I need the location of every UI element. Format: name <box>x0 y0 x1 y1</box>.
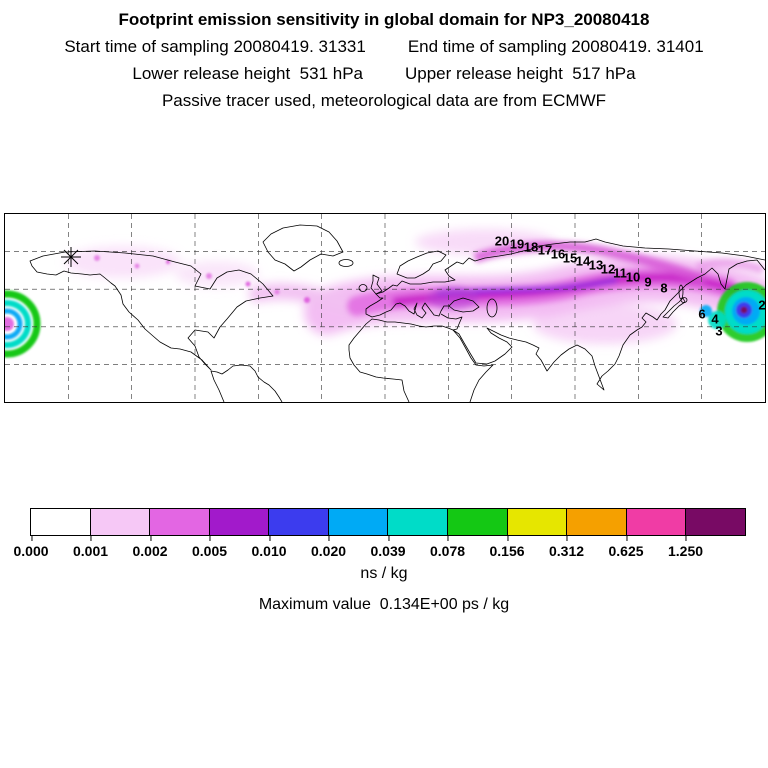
colorbar-tick-label: 0.078 <box>429 535 466 559</box>
max-value-text: Maximum value 0.134E+00 ps / kg <box>258 596 510 613</box>
gridlines <box>5 214 765 402</box>
colorbar-segment <box>448 509 508 535</box>
map-graphic <box>5 214 765 402</box>
colorbar-tick-label: 1.250 <box>667 535 704 559</box>
start-time-text: Start time of sampling 20080419. 31331 <box>64 37 366 56</box>
colorbar <box>30 508 746 536</box>
tracer-note-text: Passive tracer used, meteorological data… <box>161 91 607 110</box>
colorbar-tick-label: 0.000 <box>13 535 49 559</box>
end-time-text: End time of sampling 20080419. 31401 <box>407 37 704 56</box>
figure-header: Footprint emission sensitivity in global… <box>0 6 768 114</box>
colorbar-segment <box>686 509 745 535</box>
colorbar-ticks: 0.000 0.001 0.002 0.005 0.010 0.020 0.039 0.078… <box>13 535 745 560</box>
release-heights-line: Lower release height 531 hPa Upper relea… <box>0 60 768 87</box>
colorbar-tick-label: 0.002 <box>132 535 168 559</box>
colorbar-tick-label: 0.005 <box>191 535 228 559</box>
colorbar-tick-label: 0.001 <box>72 535 109 559</box>
colorbar-segment <box>328 509 389 535</box>
colorbar-segment <box>507 509 568 535</box>
figure-title: Footprint emission sensitivity in global… <box>118 10 650 29</box>
colorbar-tick-label: 0.020 <box>310 535 347 559</box>
colorbar-units-label: ns / kg <box>360 565 408 582</box>
colorbar-tick-label: 0.039 <box>370 535 406 559</box>
colorbar-segment <box>269 509 329 535</box>
colorbar-tick-label: 0.312 <box>548 535 585 559</box>
colorbar-segment <box>209 509 270 535</box>
colorbar-segment <box>90 509 151 535</box>
release-marker-icon <box>61 247 81 267</box>
coastlines <box>29 224 765 402</box>
colorbar-segment <box>567 509 627 535</box>
colorbar-tick-label: 0.010 <box>251 535 287 559</box>
plume-layer <box>5 229 765 358</box>
world-map: 20 19 18 17 16 15 14 13 12 11 10 9 8 6 4 3 2 <box>4 213 766 403</box>
colorbar-segment <box>31 509 91 535</box>
lower-release-text: Lower release height 531 hPa <box>132 64 363 83</box>
colorbar-segment <box>626 509 687 535</box>
colorbar-segment <box>150 509 210 535</box>
upper-release-text: Upper release height 517 hPa <box>405 64 636 83</box>
sampling-times-line: Start time of sampling 20080419. 31331 E… <box>0 33 768 60</box>
colorbar-tick-label: 0.156 <box>489 535 525 559</box>
colorbar-segment <box>388 509 449 535</box>
colorbar-tick-label: 0.625 <box>608 535 644 559</box>
